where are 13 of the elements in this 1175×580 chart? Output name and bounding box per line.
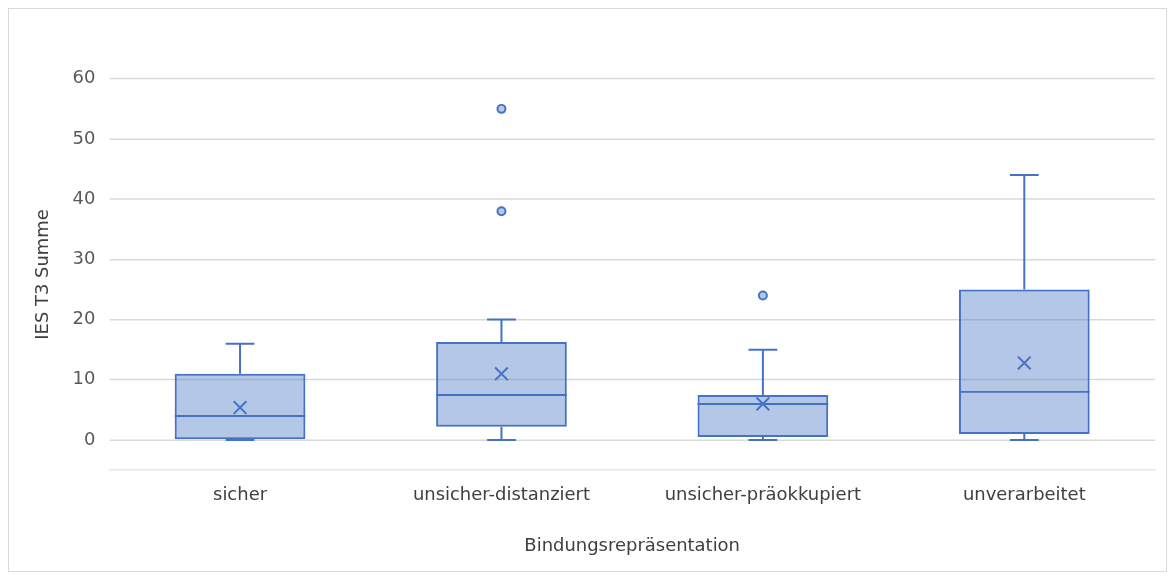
y-tick-label: 20: [72, 307, 96, 329]
x-tick-label: unverarbeitet: [962, 482, 1086, 504]
y-tick-label: 60: [72, 66, 96, 88]
x-tick-label: unsicher-distanziert: [412, 482, 591, 504]
y-tick-label: 50: [72, 126, 96, 148]
y-tick-label: 10: [72, 367, 96, 389]
y-tick-label: 0: [83, 427, 96, 449]
y-tick-label: 30: [72, 247, 96, 269]
x-axis-title: Bindungsrepräsentation: [524, 533, 740, 555]
y-tick-label: 40: [72, 186, 96, 208]
x-tick-label: sicher: [213, 482, 268, 504]
x-tick-label: unsicher-präokkupiert: [664, 482, 862, 504]
y-axis-title: IES T3 Summe: [31, 209, 53, 340]
